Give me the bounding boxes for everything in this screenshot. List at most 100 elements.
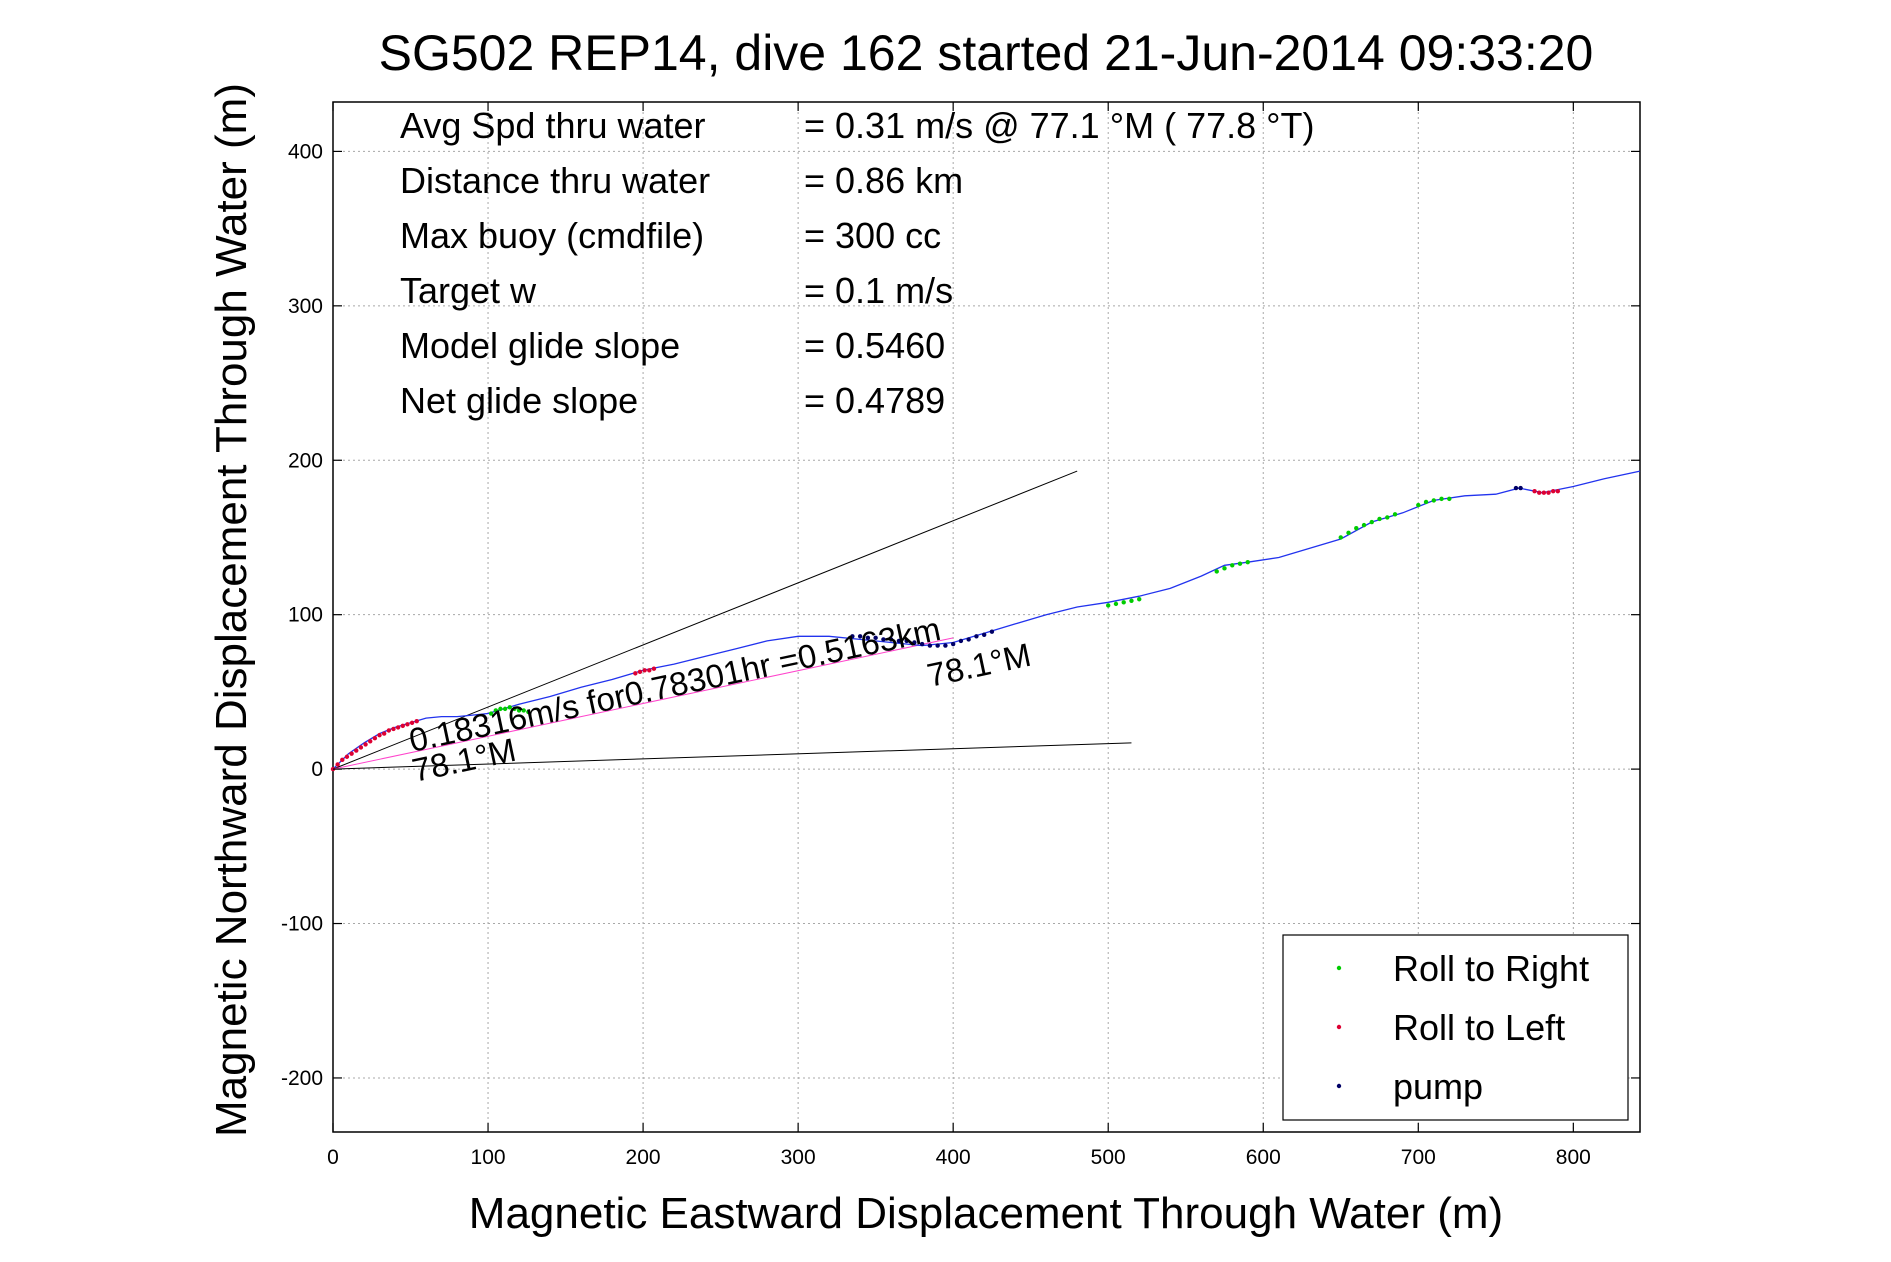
roll-right-point [1237,561,1243,566]
roll-right-point [488,711,494,716]
roll-right-point [521,708,526,713]
pump-point [950,641,956,647]
y-tick-label: 200 [288,449,323,472]
roll-right-point [1137,597,1142,602]
roll-left-point [647,668,652,673]
grid [332,102,1640,1132]
roll-right-point [1377,516,1382,522]
info-label: Max buoy (cmdfile) [400,215,704,256]
roll-left-point [344,754,350,759]
roll-left-point [1532,488,1537,494]
roll-right-point [493,708,498,713]
pump-point [873,635,878,641]
x-tick-label: 600 [1246,1146,1281,1169]
pump-point [981,632,987,637]
pump-point [896,638,902,644]
y-tick-label: 0 [311,758,323,781]
pump-point [850,634,855,639]
pump-point [865,635,871,641]
roll-right-point [1354,526,1359,531]
roll-left-point [400,723,405,729]
roll-left-point [354,748,359,753]
roll-right-point [1214,569,1219,574]
legend-label-roll-right: Roll to Right [1393,948,1589,989]
roll-left-point [391,726,396,732]
x-tick-label: 400 [936,1146,971,1169]
info-label: Avg Spd thru water [400,105,706,146]
x-tick-label: 0 [327,1146,339,1169]
roll-left-point [386,728,392,733]
roll-left-point [381,731,387,736]
reference-lines [332,470,1132,770]
legend-marker-roll-left [1336,1024,1342,1030]
roll-left-point [335,762,340,767]
legend: Roll to Right Roll to Left pump [1282,934,1629,1121]
roll-left-point [1546,490,1551,495]
pump-point [943,643,948,648]
pump-point [958,638,964,644]
x-axis-label: Magnetic Eastward Displacement Through W… [469,1189,1503,1238]
roll-left-point [642,668,647,673]
pump-point [935,643,940,648]
roll-left-point [340,757,345,763]
roll-right-point [1230,563,1235,568]
y-tick-label: -200 [281,1067,323,1090]
roll-left-point [633,671,638,676]
roll-right-point [1369,519,1374,525]
roll-right-point [502,706,508,712]
info-label: Net glide slope [400,380,638,421]
roll-left-point [1550,488,1556,494]
pump-point [1513,485,1519,491]
x-tick-label: 700 [1401,1146,1436,1169]
pump-point [974,634,979,639]
roll-left-point [368,739,373,744]
roll-right-point [1338,535,1343,540]
roll-right-point [1385,515,1390,520]
x-tick-label: 800 [1556,1146,1591,1169]
roll-right-point [512,706,517,712]
pump-point [966,637,971,642]
roll-right-point [1431,498,1436,503]
pump-point [989,629,995,634]
y-axis-label: Magnetic Northward Displacement Through … [207,83,256,1137]
info-value: = 0.4789 [804,380,945,421]
pump-point [927,643,933,648]
x-tick-label: 200 [626,1146,661,1169]
chart-title: SG502 REP14, dive 162 started 21-Jun-201… [379,25,1594,81]
roll-right-point [1423,499,1429,505]
roll-right-point [1129,598,1134,603]
info-value: = 0.1 m/s [804,270,953,311]
roll-right-point [1447,496,1452,502]
roll-right-point [1361,522,1367,528]
axis-ticks: 0 100 200 300 400 500 600 700 800 -200 -100 0 100 200… [281,102,1640,1169]
roll-left-point [409,720,415,725]
roll-left-point [358,745,364,750]
roll-right-point [1439,496,1444,502]
pump-point [888,637,894,642]
info-value: = 0.86 km [804,160,963,201]
roll-left-point [651,666,657,671]
roll-right-point [516,708,522,713]
roll-right-point [1392,512,1398,517]
roll-right-point [1106,603,1111,608]
info-label: Distance thru water [400,160,710,201]
legend-marker-roll-right [1336,965,1342,971]
y-tick-label: 300 [288,295,323,318]
model-heading-line [332,637,954,770]
roll-left-point [377,732,382,738]
y-tick-label: -100 [281,913,323,936]
roll-left-point [349,751,354,756]
x-tick-label: 100 [471,1146,506,1169]
roll-left-point [1541,490,1547,495]
roll-right-point [1346,530,1351,536]
roll-right-point [526,709,531,715]
x-tick-label: 500 [1091,1146,1126,1169]
info-value: = 0.5460 [804,325,945,366]
info-label: Model glide slope [400,325,680,366]
legend-label-pump: pump [1393,1066,1483,1107]
pump-point [904,638,909,644]
roll-right-point [507,705,512,710]
roll-left-point [1537,490,1542,495]
pump-point [1518,485,1523,491]
